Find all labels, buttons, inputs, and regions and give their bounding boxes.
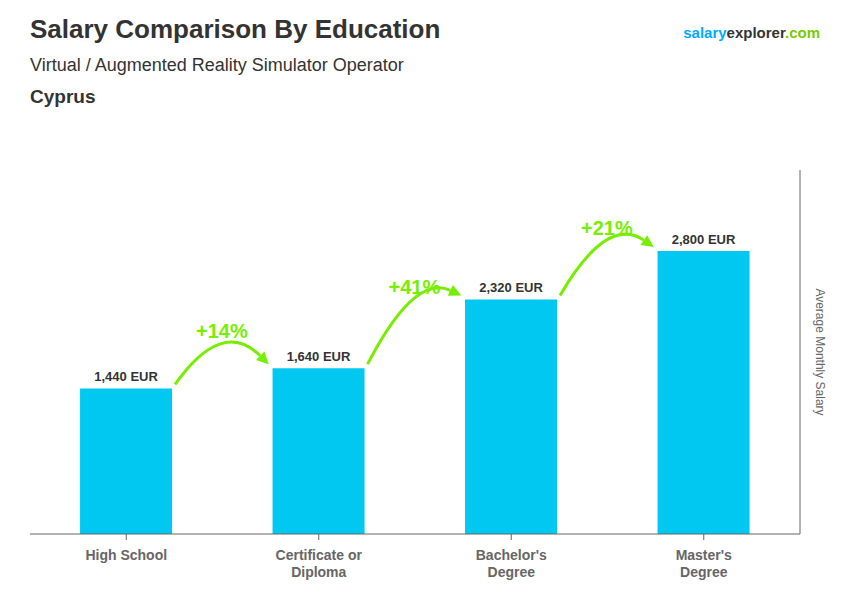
svg-text:2,800 EUR: 2,800 EUR [672, 232, 736, 247]
html-text:salary explorer.com: salary explorer.com [683, 24, 820, 41]
svg-text:1,440 EUR: 1,440 EUR [94, 369, 158, 384]
html-text:Cyprus: Cyprus [30, 86, 96, 107]
svg-text:1,640 EUR: 1,640 EUR [287, 349, 351, 364]
svg-text:+14%: +14% [196, 320, 248, 342]
svg-text:Bachelor'sDegree: Bachelor'sDegree [476, 547, 547, 580]
svg-text:Certificate orDiploma: Certificate orDiploma [276, 547, 363, 580]
svg-text:Average Monthly Salary: Average Monthly Salary [813, 288, 827, 415]
svg-text:Master'sDegree: Master'sDegree [676, 547, 732, 580]
svg-text:+21%: +21% [581, 217, 633, 239]
svg-text:High School: High School [85, 547, 167, 563]
svg-text:+41%: +41% [389, 276, 441, 298]
svg-text:2,320 EUR: 2,320 EUR [479, 280, 543, 295]
html-text:Virtual / Augmented Reality Si: Virtual / Augmented Reality Simulator Op… [30, 55, 404, 75]
html-text:Salary Comparison By Education: Salary Comparison By Education [30, 14, 441, 44]
